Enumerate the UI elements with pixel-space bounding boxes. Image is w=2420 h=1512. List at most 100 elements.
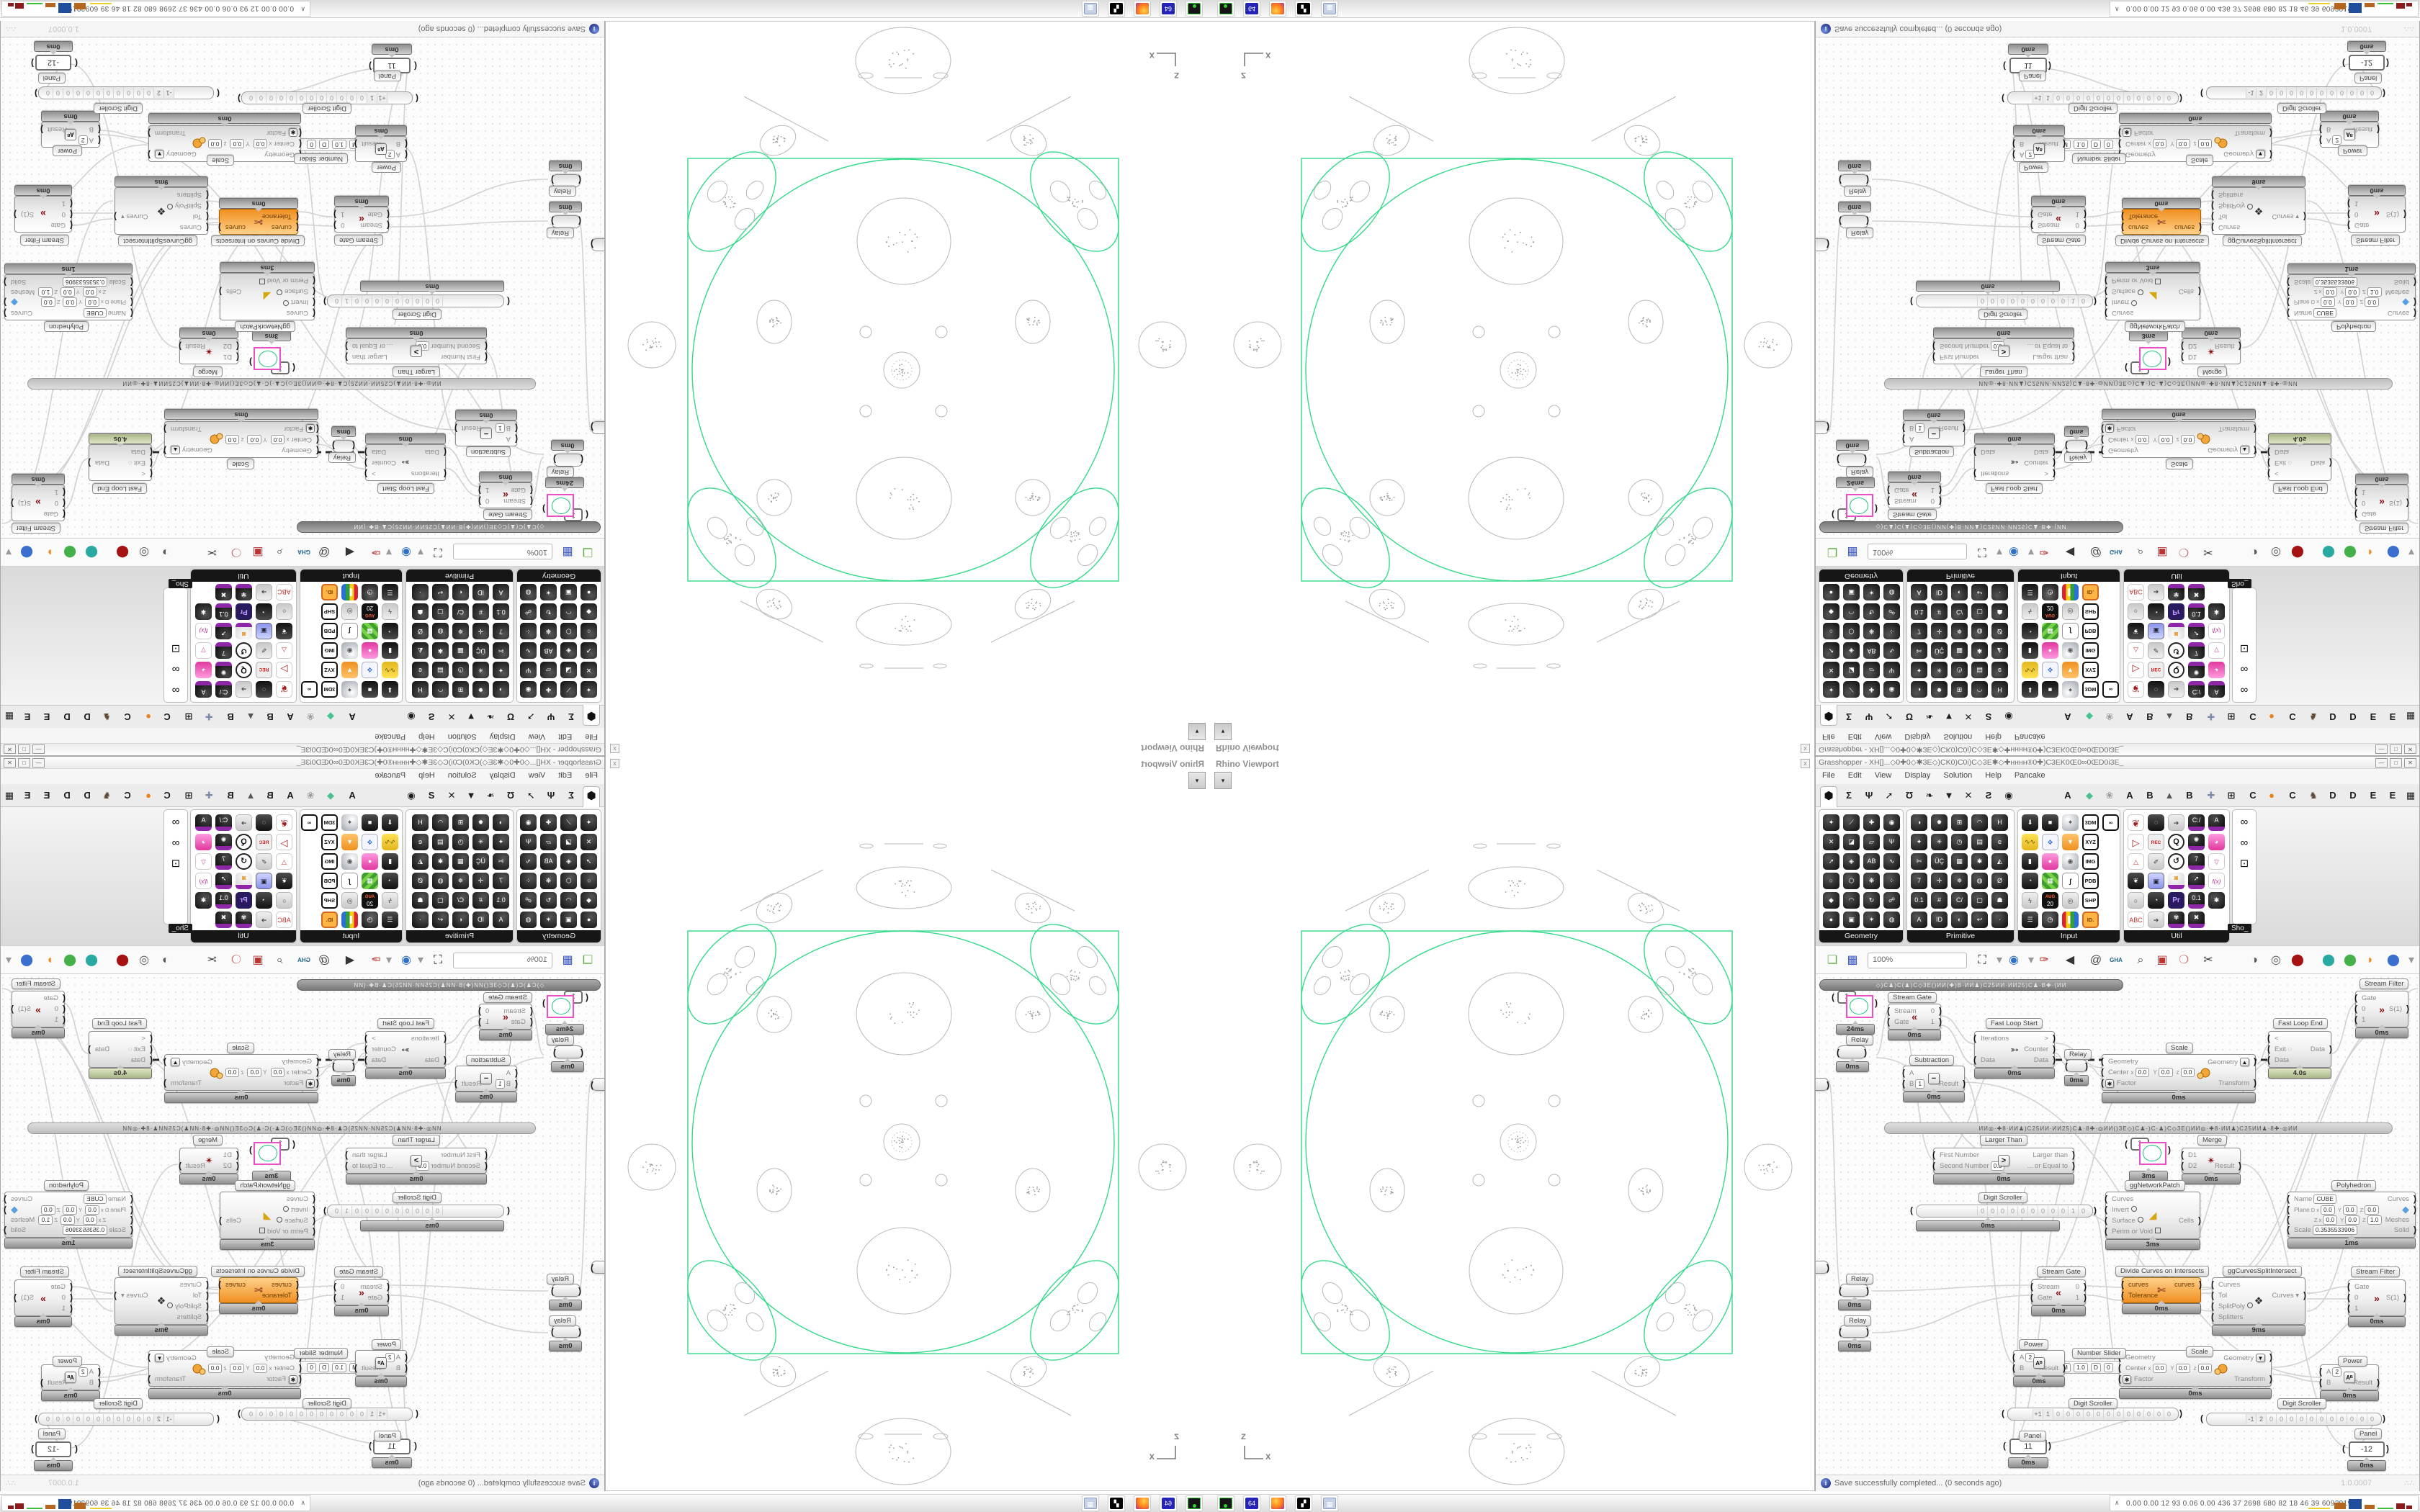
scroller-digit-cell[interactable]: 0 xyxy=(134,88,144,98)
palette-tile[interactable]: ◔ xyxy=(2022,873,2038,889)
palette-tile[interactable]: REC xyxy=(2148,834,2164,850)
gh-canvas[interactable]: ◇)C♟)C(♟)C◇3E()ИИ(✚)B·ИИ♟)C25ИИ·ИИ25)C♟·… xyxy=(1816,37,2419,538)
preview-shaded-icon[interactable]: ⬤ xyxy=(116,954,129,966)
save-icon[interactable]: ▦ xyxy=(1847,546,1858,558)
gh-component[interactable]: (Curves() Tol Curves ▾(SplitPoly(Splitters… xyxy=(114,187,209,235)
palette-tile[interactable]: ∞ xyxy=(301,681,318,698)
component-label-chip[interactable]: ggCurvesSplitIntersect xyxy=(118,1266,197,1277)
preview-eye-icon[interactable]: ◉ xyxy=(401,954,411,966)
scroller-digit-cell[interactable]: 0 xyxy=(2063,1409,2073,1419)
palette-tile[interactable]: e xyxy=(412,662,429,678)
palette-tile[interactable]: ✾ xyxy=(236,912,252,928)
save-icon[interactable]: ▦ xyxy=(562,954,573,966)
component-label-chip[interactable]: Digit Scroller xyxy=(302,1398,351,1409)
palette-tile[interactable]: ◎ xyxy=(341,603,358,620)
gh-component[interactable]: () Stream 0() Gate 1 « xyxy=(333,207,390,233)
scale-component[interactable]: ()GeometryGeometry▼(Centerx0.0Y0.0z0.0()… xyxy=(148,1350,302,1387)
palette-tile[interactable]: ▢ xyxy=(432,603,449,620)
palette-tile[interactable]: A xyxy=(1911,584,1927,600)
tab-18-icon[interactable]: ⊞ xyxy=(2227,790,2236,801)
palette-tile[interactable]: ❦ xyxy=(276,873,292,889)
menu-item-edit[interactable]: Edit xyxy=(1847,732,1862,741)
palette-tile[interactable]: ▱ xyxy=(1863,834,1880,850)
palette-tile[interactable]: C/ xyxy=(452,603,469,620)
palette-tile[interactable]: C:/ xyxy=(2188,814,2205,831)
preview-shaded-icon[interactable]: ⬤ xyxy=(2291,954,2304,966)
relay-component[interactable]: () xyxy=(591,421,604,434)
palette-tile[interactable]: AUG 20 xyxy=(2042,603,2058,620)
palette-tile[interactable]: ✱ xyxy=(2208,892,2225,909)
gift-icon[interactable]: ▣ xyxy=(252,546,264,558)
palette-tile[interactable]: ✦ xyxy=(341,681,358,698)
scroller-digit-cell[interactable]: 0 xyxy=(2316,88,2326,98)
digit-scroller[interactable]: +1 1 0 0 0 0 0 0 0 0 0 0 0 0 xyxy=(2007,1408,2179,1421)
option-checkbox[interactable] xyxy=(259,279,265,284)
palette-tile[interactable]: # xyxy=(472,892,489,909)
palette-tile[interactable]: Q xyxy=(2168,662,2184,678)
palette-tile[interactable]: ○ xyxy=(581,873,597,889)
palette-tile[interactable]: ● xyxy=(362,853,378,870)
palette-tile[interactable]: ▌ xyxy=(2062,912,2079,928)
zui-star-button[interactable]: ✱ xyxy=(2123,128,2131,138)
relay-component[interactable]: () xyxy=(1816,1078,1829,1091)
tab-13-icon[interactable]: A xyxy=(2126,790,2133,801)
option-circle[interactable] xyxy=(277,289,283,295)
scroller-digit-cell[interactable]: 0 xyxy=(423,1206,433,1216)
palette-tile[interactable]: ☍ xyxy=(1883,603,1900,620)
palette-tile[interactable]: ◑ xyxy=(1911,681,1927,698)
tab-17-icon[interactable]: ✚ xyxy=(2207,790,2215,801)
palette-tile[interactable]: ◐ xyxy=(452,912,469,928)
scroller-digit-cell[interactable]: 1 xyxy=(342,296,352,306)
palette-tile[interactable]: ▤ xyxy=(1971,662,1988,678)
viewport-dropdown-button[interactable]: ▾ xyxy=(1214,772,1232,789)
relay-component[interactable]: () xyxy=(551,215,581,228)
scale-value-box[interactable]: 0.3535533906 xyxy=(62,277,108,287)
palette-tile[interactable]: ∿∿ xyxy=(2022,834,2038,850)
group-rail[interactable]: ИИ◎·✚8·ИИ♟)C25ИИ·ИИ25)C♟·8✚·◎ИИ()3E◇)C♟·… xyxy=(1884,1122,2393,1134)
menu-item-view[interactable]: View xyxy=(1874,771,1892,780)
scroller-digit-cell[interactable]: 0 xyxy=(63,88,73,98)
palette-tile[interactable]: ▮ xyxy=(382,642,398,659)
preview-shaded-icon[interactable]: ⬤ xyxy=(116,546,129,558)
palette-tile[interactable]: ϟ xyxy=(382,603,398,620)
tab-14-icon[interactable]: B xyxy=(2146,790,2154,801)
palette-tile[interactable]: ✚ xyxy=(540,814,557,831)
balloon-icon[interactable]: ❍ xyxy=(2178,954,2190,966)
palette-tile[interactable]: ∫ xyxy=(341,623,358,639)
palette-tile[interactable]: ◕ xyxy=(2208,834,2225,850)
palette-tile[interactable]: ▤ xyxy=(432,662,449,678)
tab-5-icon[interactable]: ❧ xyxy=(486,790,495,801)
tab-23-icon[interactable]: D xyxy=(84,711,91,722)
geometry-preview[interactable] xyxy=(1846,494,1873,517)
scroller-digit-cell[interactable]: 0 xyxy=(2078,296,2088,306)
wire-cut-icon[interactable]: ✂ xyxy=(207,954,217,966)
component-label-chip[interactable]: Relay xyxy=(548,186,576,197)
component-label-chip[interactable]: Polyhedron xyxy=(43,321,89,332)
scroller-digit-cell[interactable]: 0 xyxy=(2347,1414,2357,1424)
component-label-chip[interactable]: Merge xyxy=(193,366,223,377)
palette-tile[interactable]: ID xyxy=(1931,912,1948,928)
palette-tile[interactable]: ✕ xyxy=(1823,662,1839,678)
gh-component[interactable]: () Stream 0() Gate 1 « xyxy=(2030,1279,2087,1305)
component-label-chip[interactable]: Digit Scroller xyxy=(2277,103,2326,114)
component-label-chip[interactable]: Fast Loop End xyxy=(2273,1018,2328,1029)
palette-tile[interactable]: ✾ xyxy=(2168,584,2184,600)
component-label-chip[interactable]: Scale xyxy=(2166,1043,2193,1053)
palette-tile[interactable]: ◎ xyxy=(2062,892,2079,909)
scroller-digit-cell[interactable]: 0 xyxy=(2276,1414,2286,1424)
tab-10-icon[interactable]: A xyxy=(349,790,356,801)
palette-tile[interactable]: ◍ xyxy=(1971,873,1988,889)
palette-tile[interactable]: ◉ xyxy=(520,814,537,831)
palette-tile[interactable]: ▣ xyxy=(1843,584,1860,600)
option-circle[interactable] xyxy=(167,204,174,210)
taskbar-firefox-icon[interactable] xyxy=(1269,1,1286,17)
palette-tile[interactable]: H xyxy=(1991,814,2008,831)
gh-component[interactable]: (Gate() 0 S(1)(1» xyxy=(11,485,66,521)
palette-tile[interactable]: ▼ xyxy=(341,834,358,850)
palette-tile[interactable]: ▌ xyxy=(2062,584,2079,600)
tab-19-icon[interactable]: C xyxy=(2249,790,2257,801)
tray-chevron-icon[interactable]: ∧ xyxy=(300,1499,305,1506)
group-rail[interactable]: ИИ◎·✚8·ИИ♟)C25ИИ·ИИ25)C♟·8✚·◎ИИ()3E◇)C♟·… xyxy=(1884,378,2393,390)
